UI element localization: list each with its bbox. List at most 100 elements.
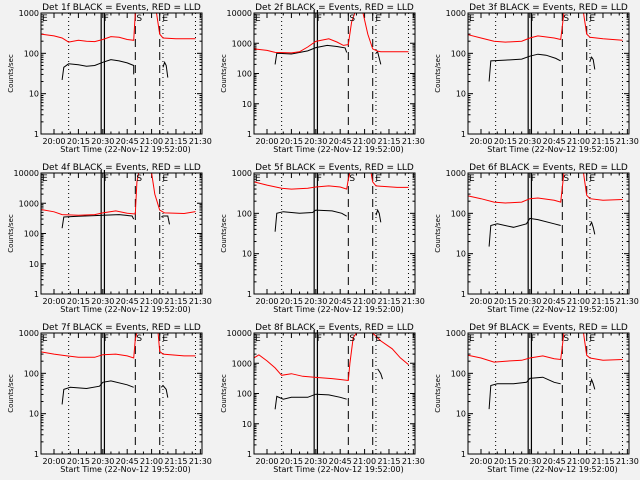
state-letter-label: F bbox=[317, 14, 322, 24]
events-series-line bbox=[488, 376, 561, 410]
x-tick-label: 20:45 bbox=[329, 457, 352, 466]
lld-series-line bbox=[372, 332, 409, 365]
x-tick-label: 21:15 bbox=[377, 297, 400, 306]
lld-series-line bbox=[583, 12, 623, 41]
chart-panel-6: Det 6f BLACK = Events, RED = LLD Counts/s… bbox=[434, 163, 639, 314]
y-tick-label: 1000 bbox=[446, 9, 466, 18]
state-letter-label: E bbox=[589, 174, 595, 184]
x-tick-label: 20:15 bbox=[494, 137, 517, 146]
x-tick-label: 20:45 bbox=[329, 297, 352, 306]
lld-series-line bbox=[467, 12, 565, 43]
state-letter-label: E bbox=[469, 334, 475, 344]
panel-title: Det 7f BLACK = Events, RED = LLD bbox=[42, 323, 201, 333]
state-letter-label: S bbox=[349, 14, 355, 24]
y-tick-label: 1 bbox=[461, 450, 466, 459]
x-tick-label: 21:00 bbox=[353, 137, 376, 146]
state-letter-label: E bbox=[42, 14, 48, 24]
x-tick-label: 20:00 bbox=[255, 297, 278, 306]
y-tick-label: 10000 bbox=[227, 9, 252, 18]
plot-frame bbox=[467, 332, 630, 455]
lld-series-line bbox=[40, 332, 138, 359]
x-tick-label: 21:15 bbox=[591, 297, 614, 306]
lld-series-line bbox=[156, 12, 196, 40]
chart-panel-4: Det 4f BLACK = Events, RED = LLD Counts/s… bbox=[7, 163, 212, 314]
events-series-line bbox=[274, 393, 347, 410]
state-letter-label: E bbox=[162, 14, 168, 24]
events-series-line bbox=[61, 214, 135, 229]
plot-frame bbox=[40, 12, 203, 135]
y-tick-label: 10 bbox=[242, 420, 252, 429]
plot-frame bbox=[253, 172, 416, 295]
state-letter-label: E bbox=[162, 174, 168, 184]
plot-frame bbox=[467, 172, 630, 295]
y-tick-label: 10 bbox=[242, 100, 252, 109]
x-tick-label: 21:30 bbox=[402, 457, 425, 466]
events-series-line bbox=[61, 380, 134, 405]
lld-series-line bbox=[40, 12, 136, 43]
y-tick-label: 1 bbox=[461, 130, 466, 139]
events-series-line bbox=[589, 56, 596, 70]
lld-series-line bbox=[151, 172, 196, 215]
y-tick-label: 100 bbox=[24, 369, 39, 378]
y-tick-label: 1 bbox=[34, 450, 39, 459]
y-tick-label: 10 bbox=[29, 260, 39, 269]
y-axis-label: Counts/sec bbox=[7, 374, 15, 413]
events-series-line bbox=[375, 208, 382, 223]
y-tick-label: 1 bbox=[247, 130, 252, 139]
state-letter-label: S bbox=[136, 14, 142, 24]
state-letter-label: E bbox=[255, 14, 261, 24]
state-letter-label: E bbox=[469, 174, 475, 184]
panel-title: Det 2f BLACK = Events, RED = LLD bbox=[255, 3, 414, 13]
x-tick-label: 20:45 bbox=[116, 137, 139, 146]
x-tick-label: 20:00 bbox=[469, 297, 492, 306]
state-letter-label: F bbox=[317, 334, 322, 344]
y-axis-label: Counts/sec bbox=[434, 54, 442, 93]
state-letter-label: E bbox=[375, 174, 381, 184]
x-tick-label: 20:15 bbox=[494, 457, 517, 466]
state-letter-label: E bbox=[469, 14, 475, 24]
state-letter-label: S bbox=[349, 174, 355, 184]
x-tick-label: 20:15 bbox=[67, 297, 90, 306]
x-tick-label: 21:00 bbox=[353, 457, 376, 466]
x-tick-label: 21:30 bbox=[616, 297, 639, 306]
state-letter-label: E bbox=[255, 174, 261, 184]
lld-series-line bbox=[253, 332, 357, 382]
x-tick-label: 21:00 bbox=[140, 137, 163, 146]
panel-title: Det 4f BLACK = Events, RED = LLD bbox=[42, 163, 201, 173]
x-tick-label: 21:00 bbox=[140, 297, 163, 306]
state-letter-label: F bbox=[104, 174, 109, 184]
state-letter-label: F bbox=[531, 174, 536, 184]
x-tick-label: 20:45 bbox=[543, 457, 566, 466]
chart-panel-8: Det 8f BLACK = Events, RED = LLD Counts/s… bbox=[220, 323, 425, 474]
y-tick-label: 100 bbox=[451, 209, 466, 218]
x-tick-label: 21:15 bbox=[164, 297, 187, 306]
y-tick-label: 1 bbox=[461, 290, 466, 299]
y-tick-label: 100 bbox=[237, 209, 252, 218]
x-tick-label: 20:00 bbox=[469, 457, 492, 466]
x-tick-label: 20:45 bbox=[543, 297, 566, 306]
x-tick-label: 21:15 bbox=[591, 457, 614, 466]
plot-frame bbox=[253, 12, 416, 135]
x-tick-label: 21:15 bbox=[377, 457, 400, 466]
chart-panel-9: Det 9f BLACK = Events, RED = LLD Counts/s… bbox=[434, 323, 639, 474]
x-tick-label: 20:00 bbox=[42, 297, 65, 306]
state-letter-label: E bbox=[162, 334, 168, 344]
x-tick-label: 21:00 bbox=[567, 457, 590, 466]
events-series-line bbox=[162, 60, 169, 78]
events-series-line bbox=[274, 44, 348, 65]
y-axis-label: Counts/sec bbox=[434, 214, 442, 253]
x-tick-label: 20:45 bbox=[329, 137, 352, 146]
y-tick-label: 1 bbox=[247, 290, 252, 299]
y-tick-label: 1000 bbox=[19, 199, 39, 208]
lld-series-line bbox=[362, 12, 409, 53]
events-series-line bbox=[274, 209, 347, 232]
state-letter-label: S bbox=[563, 14, 569, 24]
y-tick-label: 1 bbox=[247, 450, 252, 459]
lld-series-line bbox=[253, 172, 351, 190]
y-tick-label: 1000 bbox=[19, 329, 39, 338]
x-tick-label: 20:30 bbox=[518, 297, 541, 306]
x-tick-label: 20:45 bbox=[543, 137, 566, 146]
x-tick-label: 20:00 bbox=[255, 137, 278, 146]
x-axis-label: Start Time (22-Nov-12 19:52:00) bbox=[273, 145, 403, 154]
state-letter-label: F bbox=[104, 334, 109, 344]
